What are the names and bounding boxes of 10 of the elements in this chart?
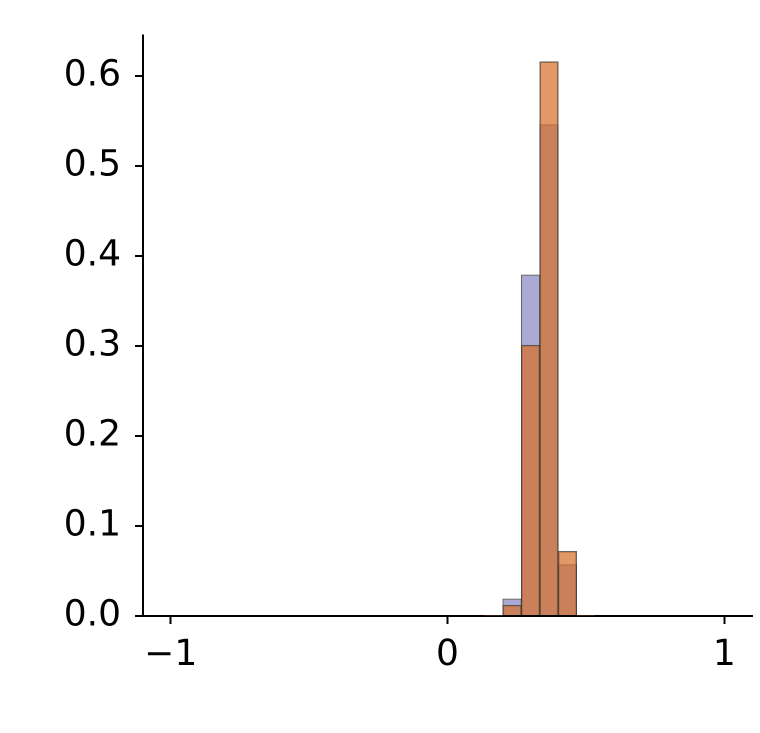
y-tick-label: 0.5 [64, 143, 121, 184]
y-tick-label: 0.0 [64, 593, 121, 634]
y-tick-label: 0.3 [64, 323, 121, 364]
x-tick-label: 1 [712, 632, 736, 674]
x-tick-label: 0 [436, 632, 459, 674]
y-tick-label: 0.2 [64, 413, 121, 454]
y-tick-label: 0.6 [64, 53, 121, 94]
y-tick-label: 0.1 [64, 503, 121, 544]
x-tick-label: −1 [144, 632, 198, 674]
y-tick-label: 0.4 [64, 233, 121, 274]
